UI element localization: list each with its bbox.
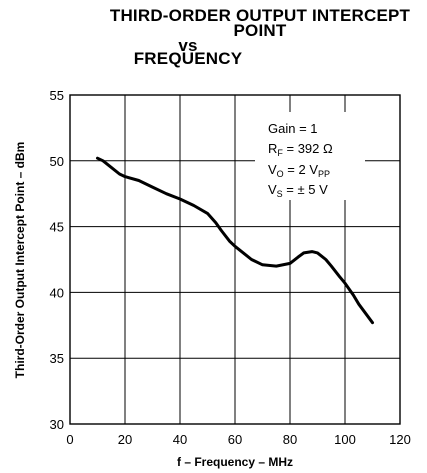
x-tick-label: 100 [334, 432, 356, 447]
y-tick-label: 35 [50, 351, 64, 366]
x-tick-label: 20 [118, 432, 132, 447]
annotation-vs: VS = ± 5 V [268, 182, 328, 199]
x-tick-label: 80 [283, 432, 297, 447]
y-axis-label: Third-Order Output Intercept Point – dBm [13, 142, 27, 379]
y-tick-label: 30 [50, 417, 64, 432]
annotation-gain: Gain = 1 [268, 121, 318, 136]
x-tick-label: 0 [66, 432, 73, 447]
y-tick-label: 45 [50, 220, 64, 235]
x-tick-label: 40 [173, 432, 187, 447]
chart-title-line-4: FREQUENCY [133, 49, 243, 68]
plot-frame [69, 94, 401, 425]
x-tick-label: 60 [228, 432, 242, 447]
x-axis-label: f – Frequency – MHz [177, 455, 293, 469]
x-tick-label: 120 [389, 432, 411, 447]
chart-title-line-3: vs [178, 36, 198, 55]
annotation-vo: VO = 2 VPP [268, 162, 330, 179]
chart-title-line-1: THIRD-ORDER OUTPUT INTERCEPT [109, 6, 411, 25]
chart-title-line-2: POINT [233, 21, 287, 40]
series-line [96, 156, 374, 325]
y-tick-label: 40 [50, 285, 64, 300]
annotation-rf: RF = 392 Ω [268, 141, 333, 158]
y-tick-label: 55 [50, 88, 64, 103]
y-tick-label: 50 [50, 154, 64, 169]
annotation-box [255, 112, 365, 200]
tick-labels: 0 20 40 60 80 100 120 30 35 40 45 50 55 [50, 88, 411, 447]
